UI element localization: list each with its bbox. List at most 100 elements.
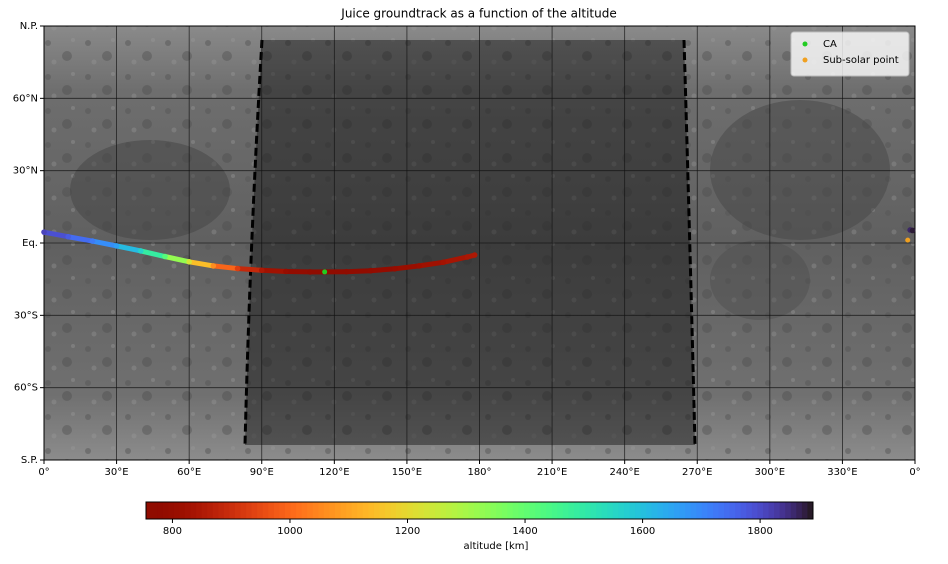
colorbar-step <box>274 502 280 519</box>
colorbar-step <box>641 502 647 519</box>
colorbar-step <box>774 502 780 519</box>
track-point <box>211 263 217 269</box>
colorbar-step <box>485 502 491 519</box>
track-point <box>235 266 241 272</box>
y-tick-label: 30°S <box>14 310 38 321</box>
colorbar-step <box>630 502 636 519</box>
colorbar-step <box>363 502 369 519</box>
colorbar-step <box>652 502 658 519</box>
colorbar-step <box>535 502 541 519</box>
colorbar-step <box>496 502 502 519</box>
colorbar-step <box>202 502 208 519</box>
track-point <box>440 259 446 265</box>
colorbar-step <box>646 502 652 519</box>
colorbar-step <box>296 502 302 519</box>
colorbar-step <box>307 502 313 519</box>
colorbar-step <box>352 502 358 519</box>
colorbar-step <box>719 502 725 519</box>
x-tick-label: 150°E <box>392 467 422 478</box>
x-tick-label: 300°E <box>755 467 785 478</box>
colorbar-label: altitude [km] <box>464 541 529 552</box>
colorbar-tick-label: 1800 <box>747 526 772 537</box>
x-tick-label: 180° <box>467 467 491 478</box>
colorbar-step <box>157 502 163 519</box>
colorbar-step <box>279 502 285 519</box>
colorbar-step <box>724 502 730 519</box>
track-point <box>307 269 313 275</box>
colorbar-step <box>357 502 363 519</box>
colorbar-step <box>635 502 641 519</box>
colorbar-step <box>696 502 702 519</box>
y-tick-label: 60°N <box>13 93 38 104</box>
colorbar-step <box>791 502 797 519</box>
colorbar-step <box>418 502 424 519</box>
colorbar-step <box>591 502 597 519</box>
colorbar-step <box>618 502 624 519</box>
colorbar-step <box>146 502 152 519</box>
colorbar-step <box>735 502 741 519</box>
colorbar-step <box>530 502 536 519</box>
colorbar-step <box>302 502 308 519</box>
colorbar-step <box>757 502 763 519</box>
colorbar-step <box>318 502 324 519</box>
track-point <box>41 229 47 235</box>
marker-point <box>905 238 910 243</box>
track-point <box>186 259 192 265</box>
colorbar-step <box>435 502 441 519</box>
marker-point <box>322 269 327 274</box>
colorbar-step <box>240 502 246 519</box>
colorbar-step <box>391 502 397 519</box>
colorbar-step <box>502 502 508 519</box>
colorbar-step <box>596 502 602 519</box>
x-tick-label: 120°E <box>319 467 349 478</box>
colorbar-step <box>663 502 669 519</box>
chart-title: Juice groundtrack as a function of the a… <box>340 7 616 21</box>
track-point <box>162 254 168 260</box>
track-segment <box>262 270 286 271</box>
x-tick-label: 270°E <box>682 467 712 478</box>
colorbar-step <box>329 502 335 519</box>
colorbar-step <box>324 502 330 519</box>
x-tick-label: 330°E <box>827 467 857 478</box>
colorbar-step <box>374 502 380 519</box>
colorbar-step <box>396 502 402 519</box>
x-tick-label: 0° <box>38 467 49 478</box>
colorbar-step <box>563 502 569 519</box>
colorbar-step <box>346 502 352 519</box>
colorbar-step <box>152 502 158 519</box>
track-point <box>138 248 144 254</box>
colorbar-step <box>213 502 219 519</box>
legend-marker <box>803 58 808 63</box>
track-point <box>368 268 374 274</box>
colorbar-step <box>674 502 680 519</box>
colorbar-step <box>429 502 435 519</box>
colorbar-step <box>568 502 574 519</box>
colorbar-step <box>313 502 319 519</box>
track-point <box>392 266 398 272</box>
colorbar-step <box>235 502 241 519</box>
track-segment <box>371 269 395 271</box>
track-point <box>90 238 96 244</box>
track-segment <box>346 271 370 272</box>
colorbar-step <box>518 502 524 519</box>
x-tick-label: 60°E <box>177 467 201 478</box>
colorbar-step <box>263 502 269 519</box>
legend-label: Sub-solar point <box>823 55 899 66</box>
colorbar-step <box>524 502 530 519</box>
colorbar-step <box>252 502 258 519</box>
colorbar-step <box>624 502 630 519</box>
x-tick-label: 90°E <box>250 467 274 478</box>
colorbar-step <box>552 502 558 519</box>
colorbar-step <box>402 502 408 519</box>
y-tick-label: Eq. <box>22 238 38 249</box>
colorbar-step <box>457 502 463 519</box>
colorbar-step <box>685 502 691 519</box>
colorbar-step <box>224 502 230 519</box>
track-segment <box>395 266 419 269</box>
colorbar-step <box>379 502 385 519</box>
colorbar-tick-label: 1600 <box>630 526 655 537</box>
colorbar-step <box>335 502 341 519</box>
track-point <box>472 252 478 258</box>
colorbar-step <box>580 502 586 519</box>
y-tick-label: N.P. <box>20 21 38 32</box>
